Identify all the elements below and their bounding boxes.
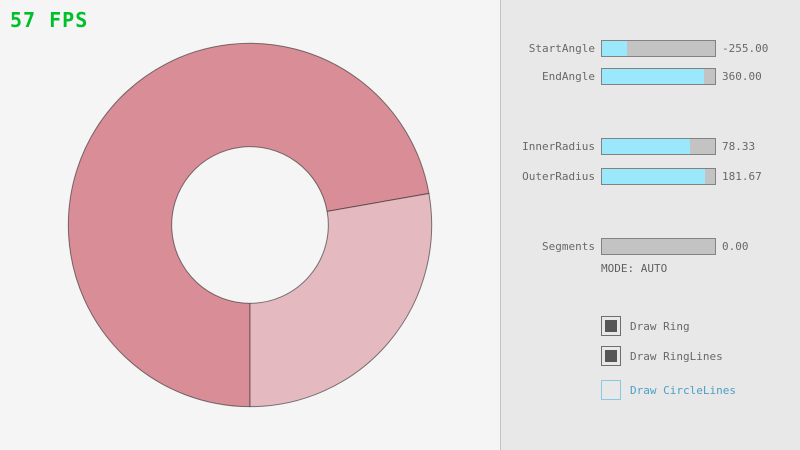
ring-segment-light — [249, 192, 433, 408]
checkbox-row-draw-circlelines: Draw CircleLines — [601, 380, 736, 400]
slider-row-startangle: StartAngle -255.00 — [501, 40, 800, 57]
ring-segment-dark — [67, 42, 430, 408]
startangle-slider-fill — [602, 41, 627, 56]
startangle-value: -255.00 — [722, 42, 769, 55]
slider-row-segments: Segments 0.00 — [501, 238, 800, 255]
checkbox-row-draw-ring: Draw Ring — [601, 316, 690, 336]
draw-ringlines-checkbox[interactable] — [601, 346, 621, 366]
segments-label: Segments — [542, 240, 595, 253]
segments-slider[interactable] — [601, 238, 716, 255]
mode-label: MODE: AUTO — [601, 262, 668, 275]
ring-chart — [67, 42, 433, 408]
endangle-slider[interactable] — [601, 68, 716, 85]
draw-ring-checkbox[interactable] — [601, 316, 621, 336]
draw-circlelines-label: Draw CircleLines — [630, 383, 736, 397]
draw-circlelines-checkbox[interactable] — [601, 380, 621, 400]
draw-ringlines-label: Draw RingLines — [630, 349, 723, 363]
startangle-slider[interactable] — [601, 40, 716, 57]
checkbox-row-draw-ringlines: Draw RingLines — [601, 346, 723, 366]
innerradius-label: InnerRadius — [522, 140, 595, 153]
segments-value: 0.00 — [722, 240, 749, 253]
outerradius-value: 181.67 — [722, 170, 762, 183]
outerradius-label: OuterRadius — [522, 170, 595, 183]
endangle-label: EndAngle — [542, 70, 595, 83]
outerradius-slider[interactable] — [601, 168, 716, 185]
endangle-slider-fill — [602, 69, 704, 84]
draw-ring-label: Draw Ring — [630, 319, 690, 333]
slider-row-innerradius: InnerRadius 78.33 — [501, 138, 800, 155]
slider-row-endangle: EndAngle 360.00 — [501, 68, 800, 85]
outerradius-slider-fill — [602, 169, 705, 184]
innerradius-slider[interactable] — [601, 138, 716, 155]
innerradius-slider-fill — [602, 139, 691, 154]
controls-panel: StartAngle -255.00 EndAngle 360.00 Inner… — [500, 0, 800, 450]
fps-counter: 57 FPS — [10, 8, 89, 32]
endangle-value: 360.00 — [722, 70, 762, 83]
startangle-label: StartAngle — [528, 42, 595, 55]
slider-row-outerradius: OuterRadius 181.67 — [501, 168, 800, 185]
innerradius-value: 78.33 — [722, 140, 756, 153]
